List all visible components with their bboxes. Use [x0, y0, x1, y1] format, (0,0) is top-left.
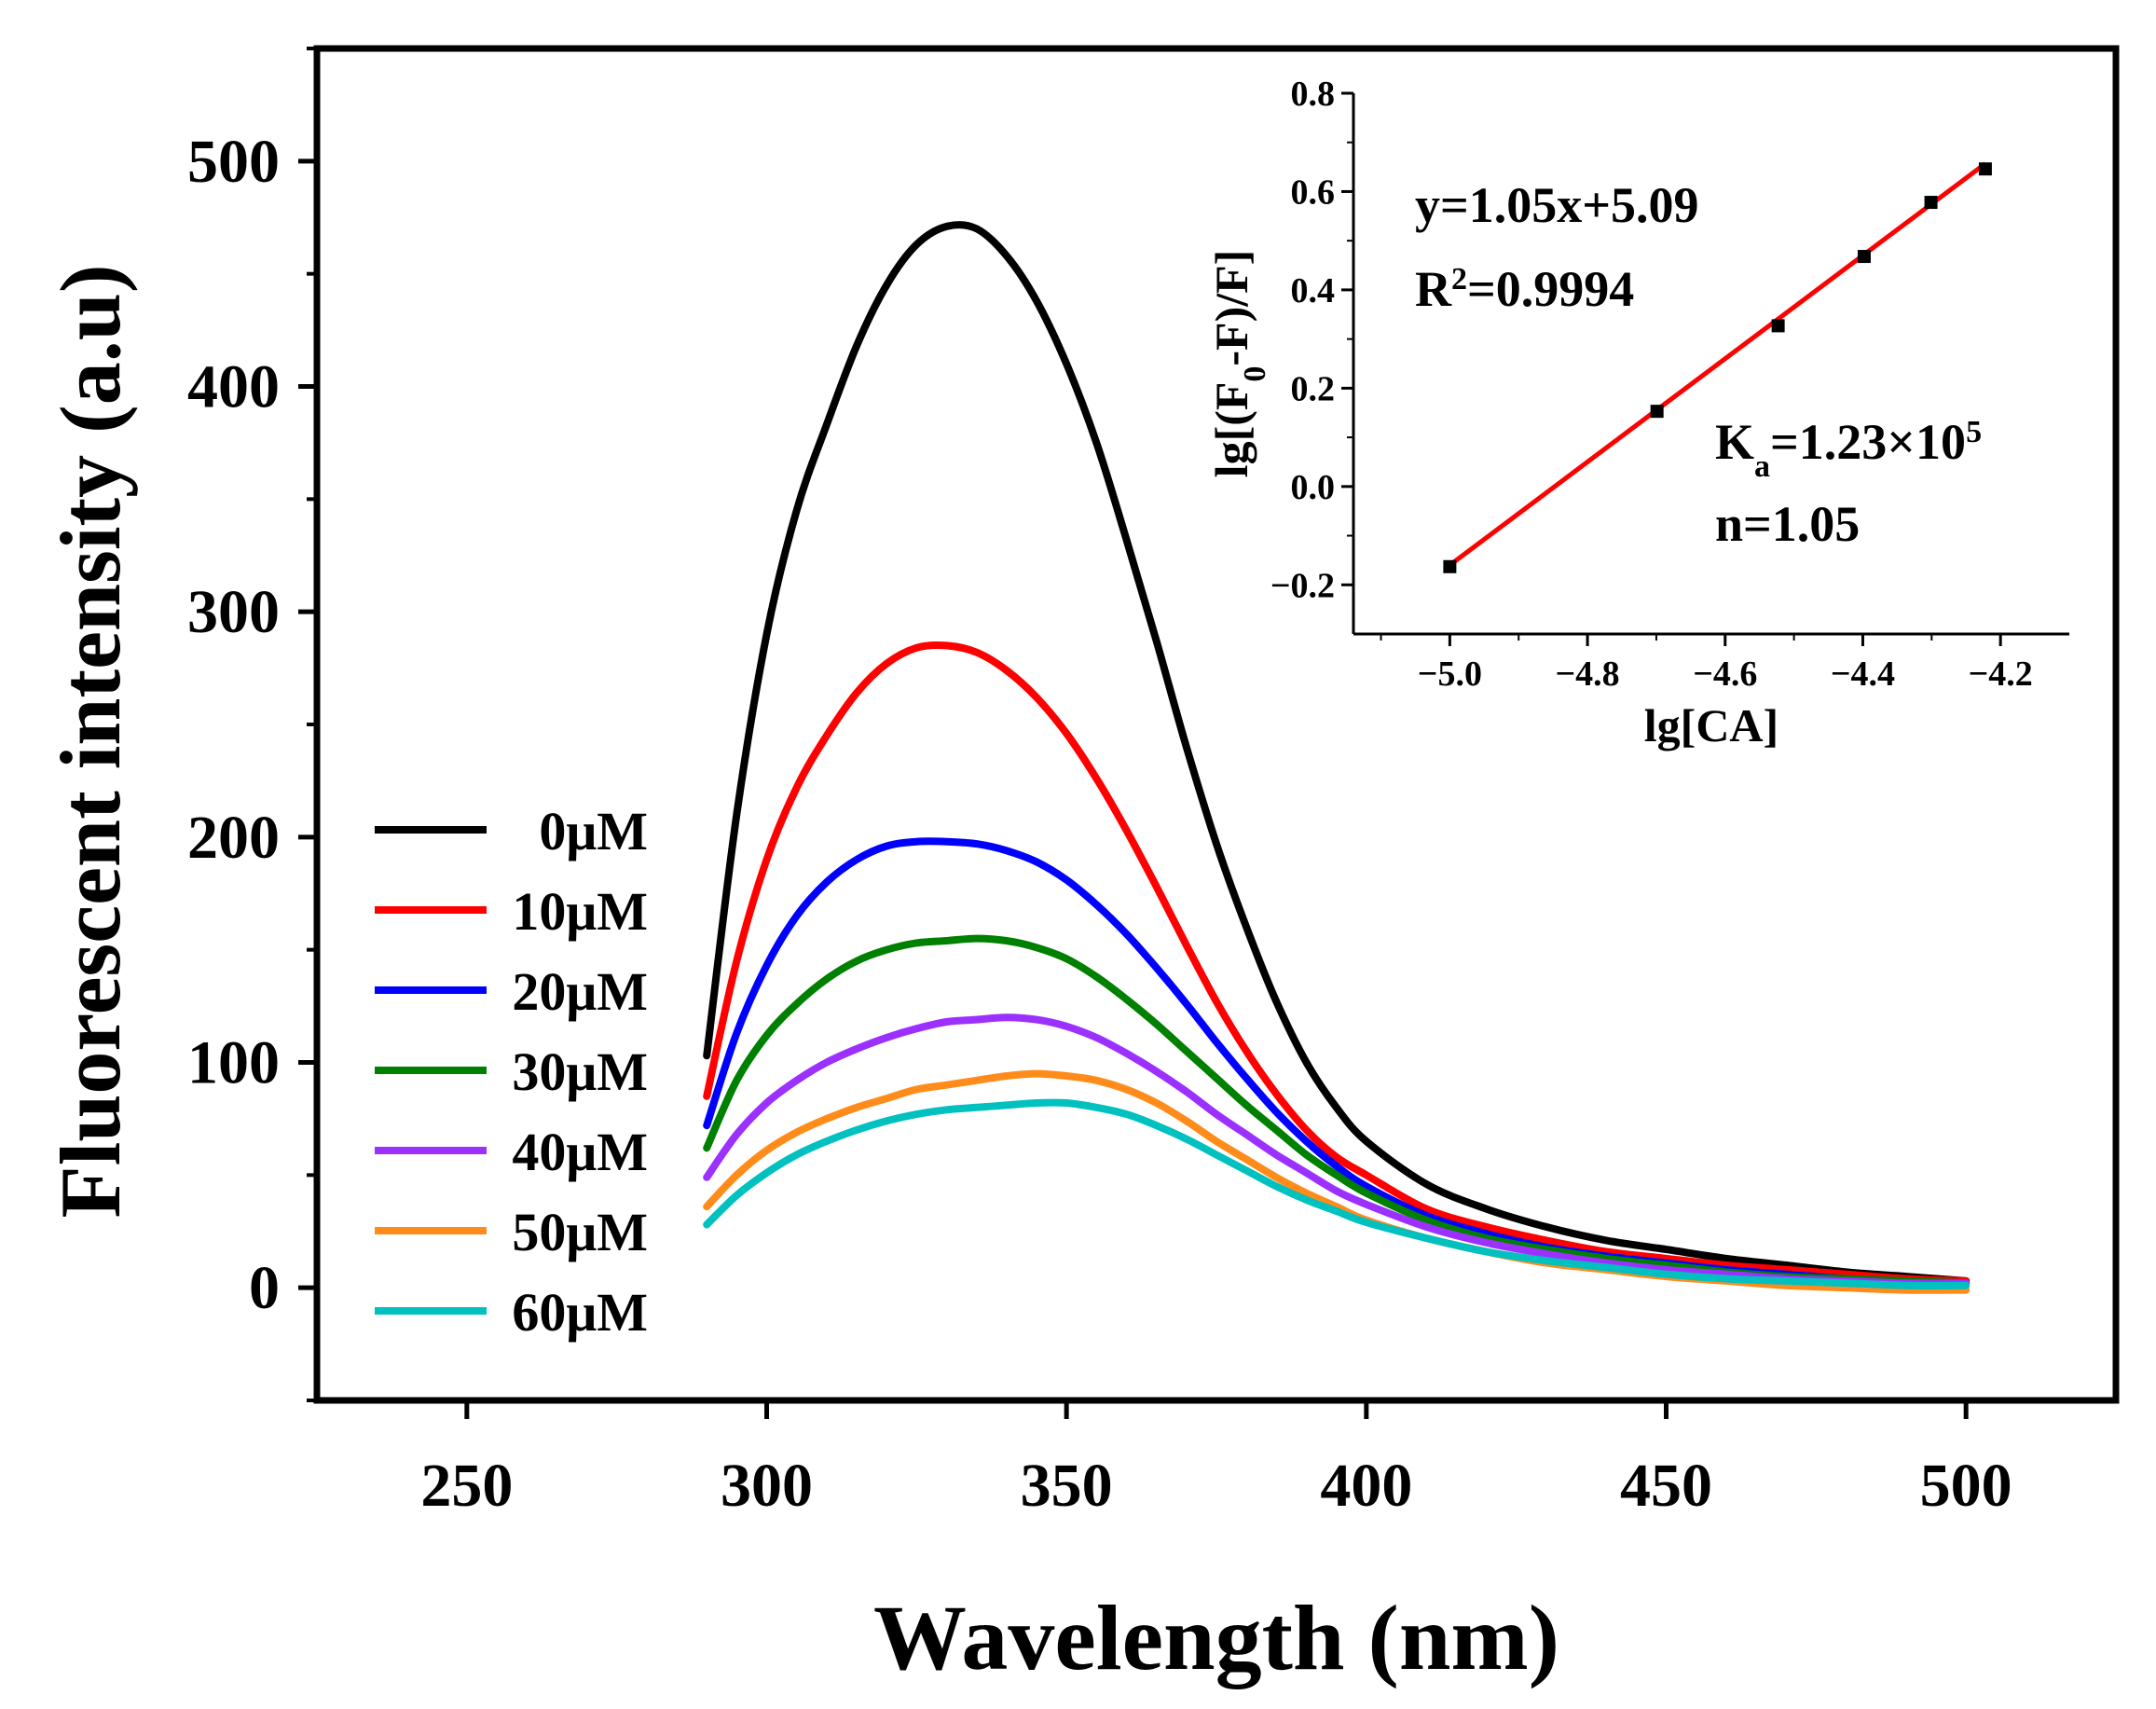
- ka-subscript: a: [1754, 449, 1770, 484]
- y-tick-label: 500: [187, 128, 280, 196]
- ka-superscript: 5: [1966, 415, 1982, 449]
- legend-item: 10μM: [375, 881, 648, 942]
- x-tick-label: 250: [420, 1452, 513, 1520]
- inset-y-tick-label: 0.0: [1291, 468, 1336, 507]
- ka-text: Ka=1.23×105: [1715, 414, 1982, 484]
- inset-y-tick-label: 0.4: [1291, 271, 1336, 310]
- series-line-6: [703, 1098, 1971, 1289]
- x-tick-label: 500: [1920, 1452, 2012, 1520]
- x-tick-label: 300: [721, 1452, 813, 1520]
- inset-chart: −5.0 −4.8 −4.6 −4.4 −4.2 −0.2 0.0 0.2 0.4 0.6 0.8…: [1205, 75, 2069, 751]
- data-point: [1978, 162, 1992, 176]
- x-tick-label: 400: [1320, 1452, 1412, 1520]
- main-curves: [703, 221, 1971, 1294]
- data-point: [1857, 250, 1871, 264]
- fit-line: [1448, 161, 1987, 568]
- legend-label: 60μM: [512, 1282, 648, 1343]
- y-tick-label: 400: [187, 353, 280, 421]
- y-tick-label: 0: [249, 1254, 280, 1322]
- legend-label: 40μM: [512, 1122, 648, 1182]
- inset-y-tick-label: 0.8: [1291, 75, 1336, 114]
- inset-x-tick-label: −5.0: [1418, 655, 1482, 694]
- legend-item: 50μM: [375, 1202, 648, 1262]
- inset-y-axis: −0.2 0.0 0.2 0.4 0.6 0.8: [1270, 75, 1353, 605]
- inset-y-title-subscript: 0: [1238, 366, 1272, 382]
- y-tick-label: 200: [187, 804, 280, 872]
- inset-x-tick-label: −4.4: [1831, 655, 1895, 694]
- inset-y-tick-label: −0.2: [1270, 566, 1335, 605]
- inset-x-tick-label: −4.8: [1555, 655, 1619, 694]
- main-y-axis-title: Fluorescent intensity (a.u): [43, 264, 138, 1218]
- series-line-4: [703, 1013, 1971, 1288]
- r-squared-text: R2=0.9994: [1415, 261, 1634, 317]
- inset-x-tick-label: −4.2: [1969, 655, 2033, 694]
- legend-label: 30μM: [512, 1041, 648, 1102]
- inset-fit: [1448, 161, 1987, 568]
- main-y-axis: 0 100 200 300 400 500: [187, 47, 317, 1402]
- legend-item: 40μM: [375, 1122, 648, 1182]
- inset-axes: [1352, 93, 2069, 636]
- legend-label: 0μM: [539, 801, 648, 861]
- y-tick-label: 300: [187, 578, 280, 646]
- data-point: [1650, 405, 1664, 419]
- x-tick-label: 350: [1021, 1452, 1113, 1520]
- legend: 0μM 10μM 20μM 30μM 40μM 50μM 60μM: [375, 801, 648, 1343]
- r-squared-superscript: 2: [1451, 262, 1467, 296]
- inset-x-tick-label: −4.6: [1693, 655, 1757, 694]
- legend-label: 20μM: [512, 961, 648, 1022]
- inset-x-axis: −5.0 −4.8 −4.6 −4.4 −4.2: [1380, 634, 2033, 694]
- inset-x-axis-title: lg[CA]: [1644, 699, 1778, 751]
- legend-item: 20μM: [375, 961, 648, 1022]
- inset-y-tick-label: 0.2: [1291, 369, 1336, 408]
- series-line-3: [703, 934, 1971, 1288]
- y-tick-label: 100: [187, 1029, 280, 1097]
- data-point: [1924, 196, 1938, 210]
- inset-y-tick-label: 0.6: [1291, 172, 1336, 212]
- equation-text: y=1.05x+5.09: [1415, 177, 1699, 233]
- legend-item: 60μM: [375, 1282, 648, 1343]
- data-point: [1771, 319, 1785, 333]
- data-point: [1443, 559, 1457, 573]
- inset-points: [1443, 162, 1992, 573]
- legend-label: 10μM: [512, 881, 648, 942]
- n-text: n=1.05: [1715, 496, 1860, 552]
- series-line-1: [703, 641, 1971, 1285]
- main-x-axis: 250 300 350 400 450 500: [420, 1400, 2012, 1520]
- legend-label: 50μM: [512, 1202, 648, 1262]
- x-tick-label: 450: [1620, 1452, 1712, 1520]
- main-x-axis-title: Wavelength (nm): [873, 1586, 1559, 1689]
- legend-item: 30μM: [375, 1041, 648, 1102]
- legend-item: 0μM: [375, 801, 648, 861]
- series-line-0: [703, 221, 1971, 1285]
